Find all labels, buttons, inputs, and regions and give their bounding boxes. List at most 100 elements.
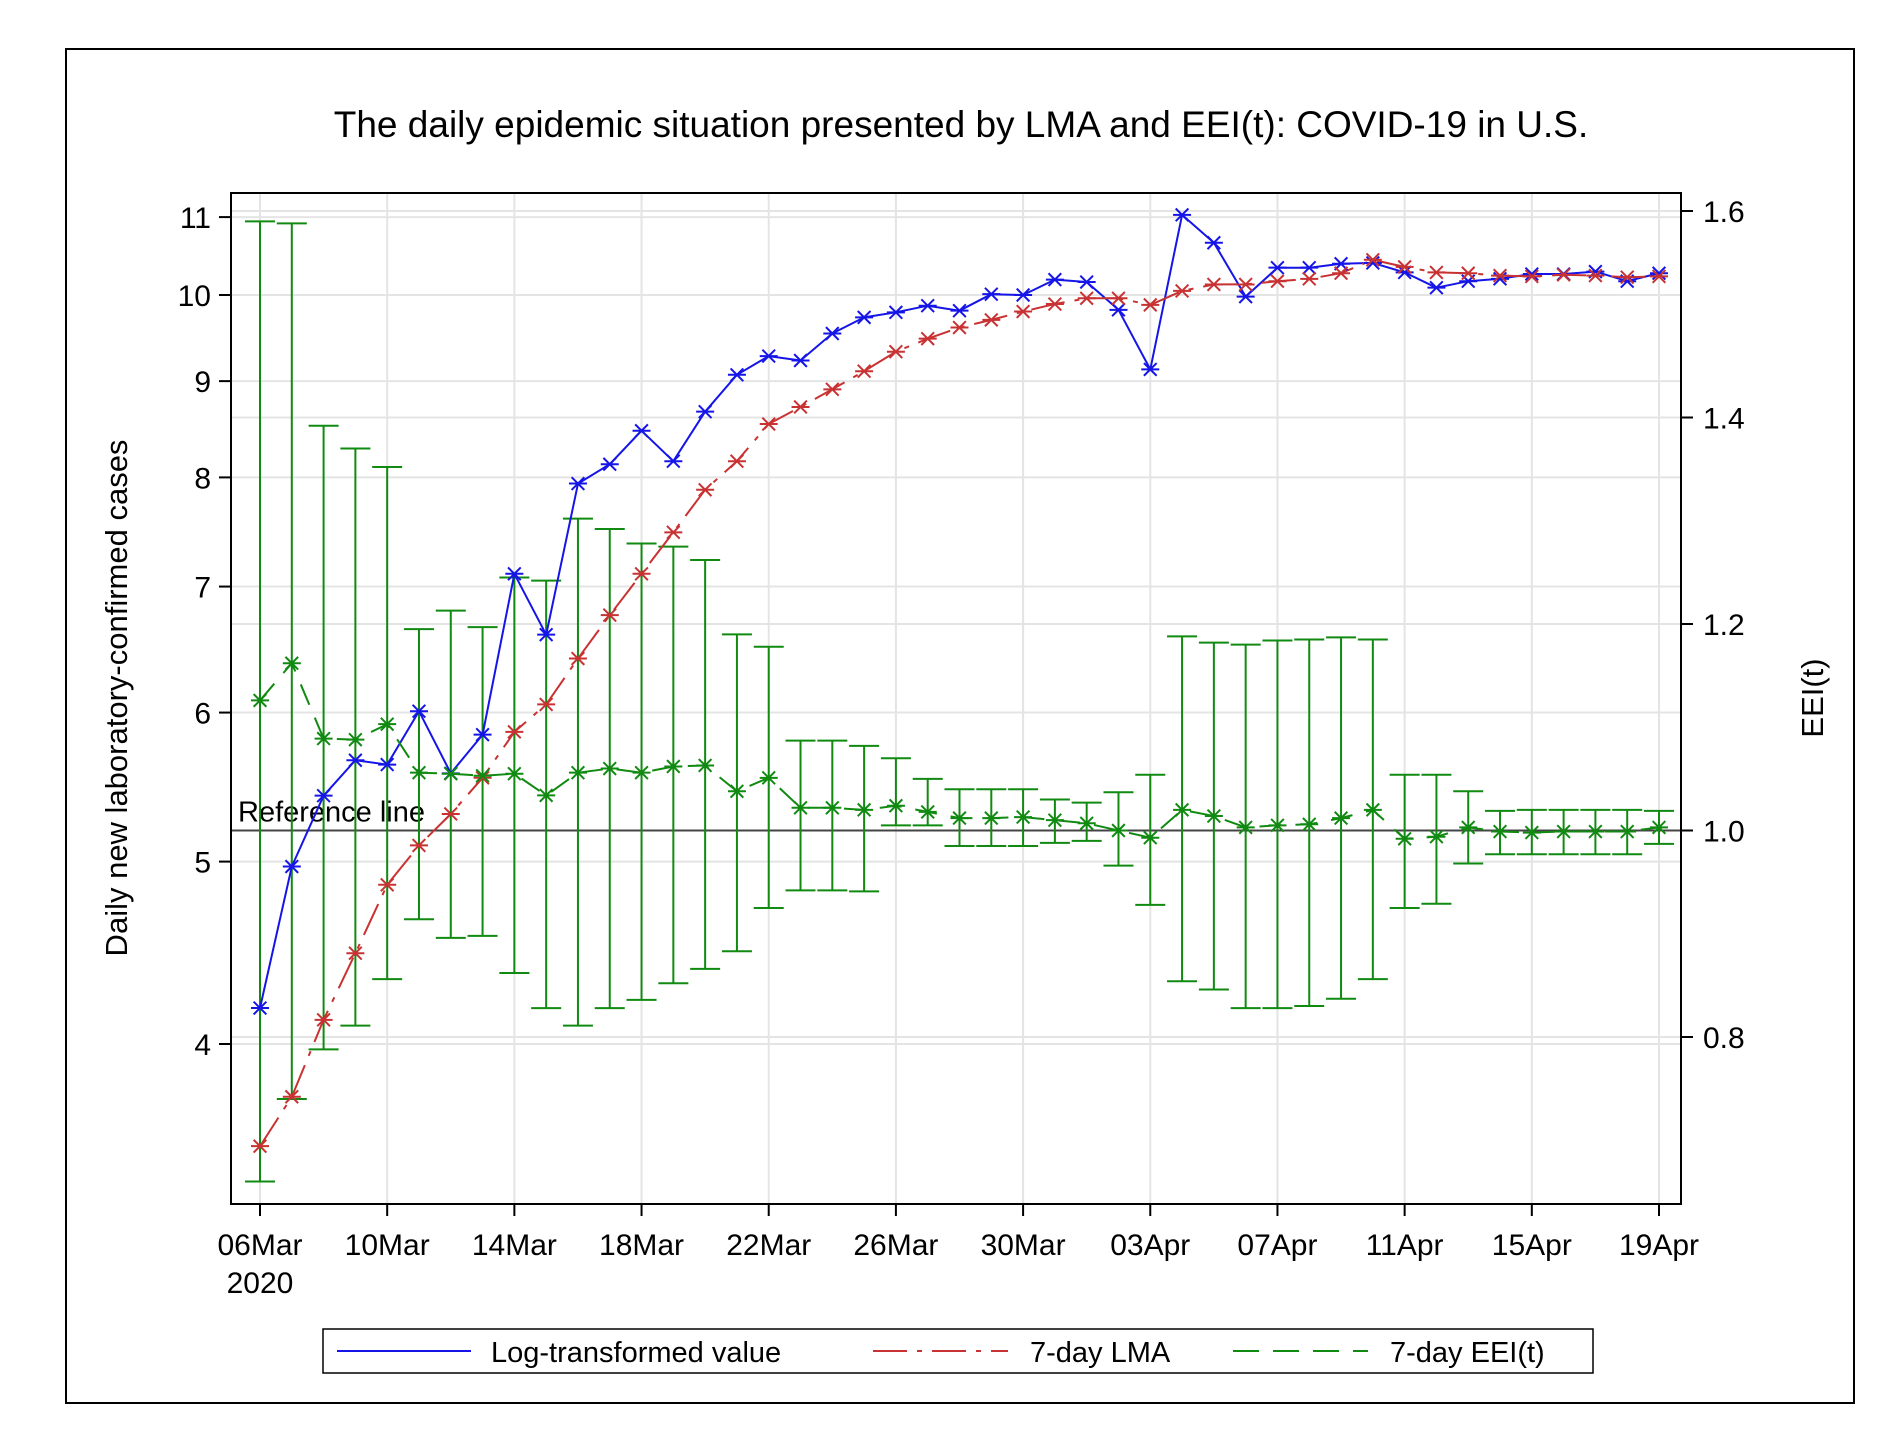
- data-point-eei: [823, 800, 842, 815]
- data-point-log: [950, 303, 969, 318]
- data-point-lma: [1650, 269, 1668, 284]
- data-point-eei: [1045, 813, 1064, 828]
- data-point-lma: [1522, 269, 1541, 284]
- data-point-eei: [537, 788, 556, 803]
- data-point-log: [1204, 235, 1223, 250]
- data-point-log: [1236, 289, 1255, 304]
- y-right-tick-label: 0.8: [1703, 1022, 1745, 1055]
- data-point-eei: [1363, 802, 1382, 817]
- data-point-eei: [1554, 824, 1573, 839]
- data-point-eei: [441, 766, 460, 781]
- series-markers: [251, 207, 1668, 1154]
- reference-line-label: Reference line: [238, 797, 425, 829]
- data-point-log: [1268, 260, 1287, 275]
- data-point-lma: [632, 566, 651, 581]
- data-point-lma: [1586, 268, 1605, 283]
- data-point-log: [982, 287, 1001, 302]
- data-point-log: [791, 353, 810, 368]
- x-tick-sublabel: 2020: [227, 1267, 294, 1300]
- data-point-log: [409, 704, 428, 719]
- data-point-log: [1077, 274, 1096, 290]
- data-point-log: [537, 627, 556, 642]
- data-point-log: [314, 788, 333, 803]
- x-tick-label: 07Apr: [1237, 1229, 1317, 1262]
- data-point-eei: [282, 656, 301, 671]
- data-point-lma: [1395, 259, 1414, 274]
- data-point-eei: [505, 766, 524, 781]
- data-point-eei: [1300, 817, 1319, 832]
- data-point-lma: [600, 608, 619, 623]
- data-point-log: [1491, 271, 1510, 286]
- data-point-eei: [1491, 824, 1510, 839]
- data-point-eei: [1459, 820, 1478, 835]
- y-axis-left: 4 5 6 7 8 9 10 11: [178, 202, 231, 1062]
- data-point-log: [505, 566, 524, 581]
- y-left-tick-label: 11: [180, 202, 211, 235]
- x-tick-label: 10Mar: [345, 1229, 430, 1262]
- y-axis-right: 0.8 1.0 1.2 1.4 1.6: [1681, 196, 1745, 1055]
- data-point-lma: [1300, 271, 1319, 286]
- y-left-tick-label: 4: [194, 1029, 211, 1062]
- data-point-log: [918, 298, 937, 313]
- x-tick-label: 06Mar: [217, 1229, 302, 1262]
- y-left-tick-label: 10: [178, 280, 211, 313]
- x-tick-label: 22Mar: [726, 1229, 811, 1262]
- data-point-log: [1014, 287, 1033, 303]
- data-point-log: [346, 753, 365, 768]
- data-point-eei: [759, 770, 778, 785]
- data-point-lma: [1332, 266, 1351, 281]
- data-point-eei: [855, 802, 874, 817]
- x-tick-label: 15Apr: [1492, 1229, 1572, 1262]
- data-point-lma: [823, 382, 842, 397]
- data-point-log: [282, 859, 301, 874]
- data-point-eei: [1268, 818, 1287, 833]
- data-point-lma: [537, 697, 556, 712]
- legend-label-log: Log-transformed value: [491, 1337, 781, 1369]
- chart-title: The daily epidemic situation presented b…: [334, 104, 1588, 145]
- data-point-log: [855, 310, 874, 325]
- data-point-lma: [505, 724, 524, 739]
- data-point-eei: [632, 765, 651, 780]
- data-point-lma: [1014, 304, 1033, 319]
- data-point-lma: [1618, 270, 1637, 285]
- error-bars: [245, 220, 1674, 1183]
- data-point-lma: [1109, 291, 1128, 306]
- data-point-log: [251, 1000, 269, 1016]
- data-point-eei: [886, 798, 905, 813]
- x-tick-label: 26Mar: [853, 1229, 938, 1262]
- x-axis: 06Mar 2020 10Mar 14Mar 18Mar 22Mar 26Mar 30Mar 0…: [217, 1204, 1699, 1300]
- data-point-log: [1300, 260, 1319, 275]
- y-right-tick-label: 1.6: [1703, 196, 1745, 229]
- data-point-eei: [1586, 824, 1605, 839]
- data-point-lma: [282, 1089, 301, 1104]
- y-right-tick-label: 1.4: [1703, 403, 1745, 436]
- x-tick-label: 11Apr: [1366, 1229, 1444, 1262]
- data-point-lma: [1045, 296, 1064, 312]
- data-point-lma: [314, 1012, 333, 1027]
- data-point-eei: [409, 765, 428, 780]
- data-point-log: [1141, 362, 1160, 377]
- data-point-lma: [346, 946, 365, 961]
- data-point-eei: [473, 768, 492, 783]
- data-point-log: [727, 367, 746, 382]
- data-point-log: [823, 326, 842, 341]
- x-tick-label: 14Mar: [472, 1229, 557, 1262]
- data-point-log: [1427, 280, 1446, 295]
- data-point-log: [664, 454, 683, 469]
- y-right-tick-label: 1.2: [1703, 609, 1745, 642]
- data-point-eei: [1236, 820, 1255, 835]
- data-point-log: [1650, 266, 1668, 281]
- data-point-eei: [982, 811, 1001, 826]
- data-point-lma: [568, 651, 587, 666]
- chart-frame: [65, 48, 1855, 1404]
- data-point-lma: [950, 320, 969, 335]
- data-point-eei: [950, 811, 969, 826]
- x-tick-label: 18Mar: [599, 1229, 684, 1262]
- data-point-eei: [1650, 820, 1668, 835]
- data-point-lma: [918, 331, 937, 346]
- data-point-lma: [441, 806, 460, 822]
- data-point-log: [759, 349, 778, 364]
- y-left-tick-label: 6: [194, 698, 211, 731]
- data-point-lma: [1268, 274, 1287, 289]
